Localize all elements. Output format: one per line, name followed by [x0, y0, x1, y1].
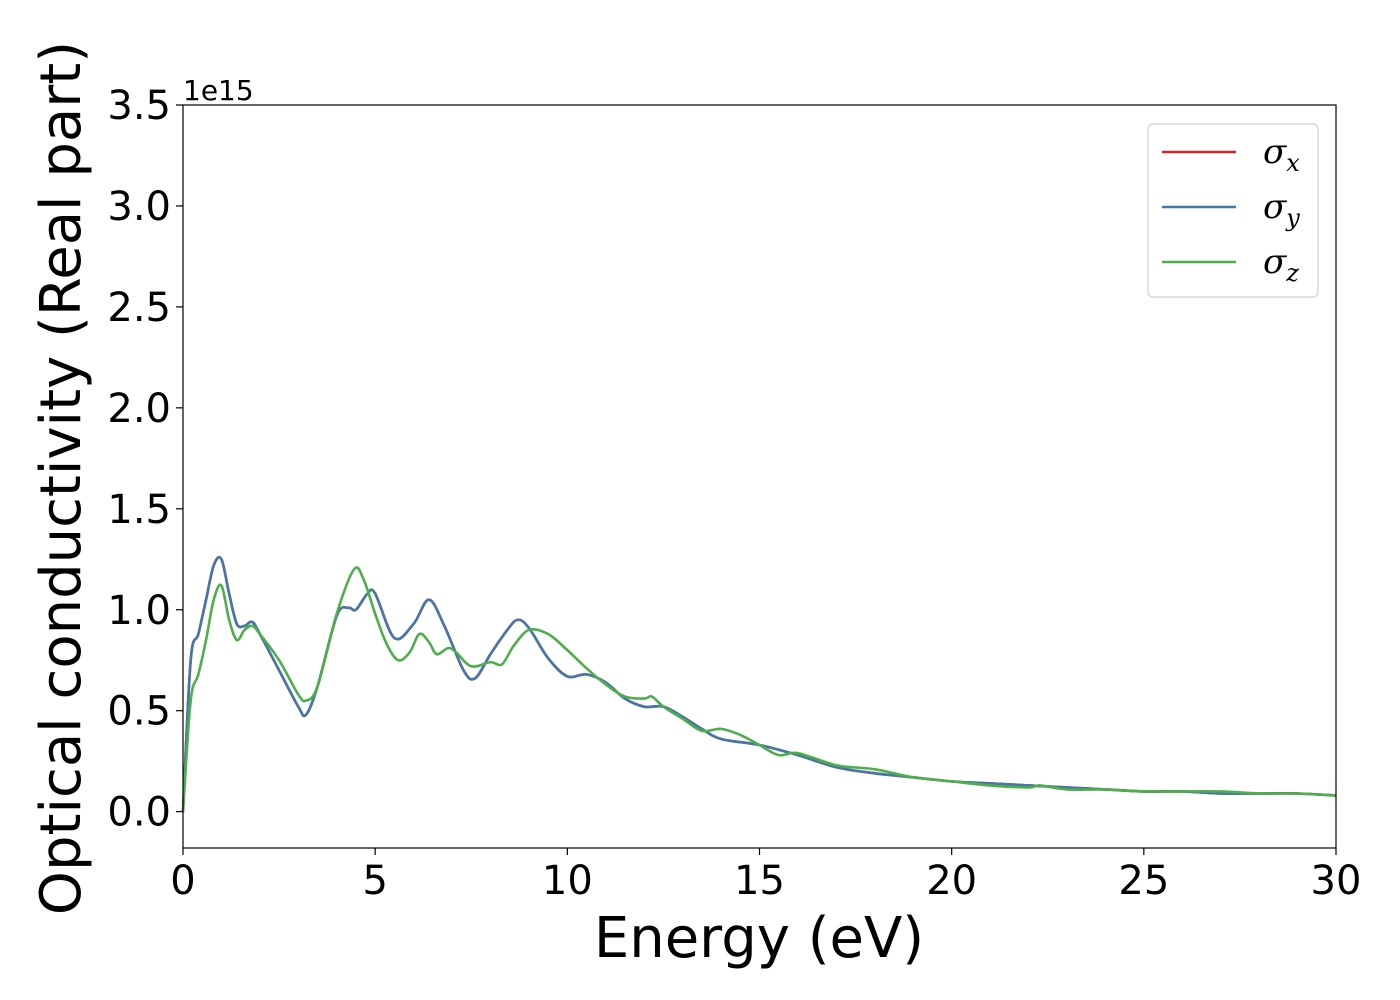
x-tick-label: 30: [1311, 858, 1362, 904]
legend-label-sigma-x: σx: [1263, 132, 1300, 177]
legend-label-sigma-y: σy: [1263, 187, 1300, 232]
x-tick-label: 20: [926, 858, 977, 904]
legend-label-base: σ: [1263, 132, 1287, 172]
y-tick-label: 0.0: [107, 790, 171, 836]
y-offset-label: 1e15: [183, 74, 254, 107]
legend-box: [1147, 123, 1319, 298]
series-line-sigma-z: [181, 566, 1337, 812]
x-tick-label: 5: [362, 858, 387, 904]
series-layer: [181, 555, 1337, 812]
y-tick-label: 2.0: [107, 386, 171, 432]
y-axis-title: Optical conductivity (Real part): [29, 41, 94, 915]
x-tick-label: 25: [1118, 858, 1169, 904]
series-line-sigma-y: [181, 555, 1337, 812]
y-tick-label: 1.0: [107, 588, 171, 634]
y-tick-label: 3.0: [107, 184, 171, 230]
x-tick-label: 0: [170, 858, 195, 904]
x-tick-label: 15: [734, 858, 785, 904]
legend-label-subscript: y: [1285, 204, 1300, 232]
x-axis-title: Energy (eV): [594, 906, 924, 971]
legend-label-sigma-z: σz: [1263, 242, 1299, 287]
legend-label-subscript: x: [1286, 149, 1300, 177]
legend-label-base: σ: [1263, 242, 1287, 282]
legend-label-base: σ: [1263, 187, 1287, 227]
y-tick-label: 2.5: [107, 285, 171, 331]
x-tick-label: 10: [542, 858, 593, 904]
y-tick-label: 1.5: [107, 487, 171, 533]
y-tick-label: 3.5: [107, 83, 171, 129]
y-tick-label: 0.5: [107, 689, 171, 735]
ticks-layer: 0 5 10 15 20 25 30 0.0 0.5 1.0 1.5 2.0 2.5 3.0 3.5: [107, 83, 1361, 904]
legend-label-subscript: z: [1285, 259, 1299, 287]
